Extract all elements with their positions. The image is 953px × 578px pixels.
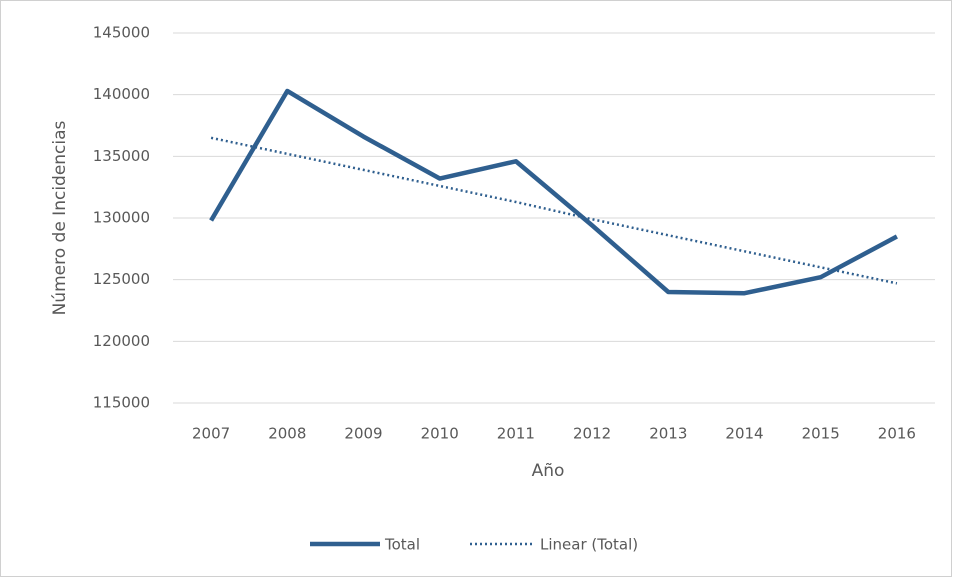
- x-tick-label: 2008: [268, 425, 306, 443]
- y-tick-label: 140000: [93, 85, 150, 103]
- x-tick-label: 2014: [725, 425, 763, 443]
- y-axis-label: Número de Incidencias: [50, 120, 70, 315]
- series-line: [209, 88, 898, 296]
- trend-line: [210, 136, 898, 285]
- x-tick-label: 2016: [878, 425, 916, 443]
- x-tick-label: 2007: [192, 425, 230, 443]
- x-tick-label: 2013: [649, 425, 687, 443]
- y-tick-label: 115000: [93, 394, 150, 412]
- legend-label: Total: [384, 536, 420, 554]
- y-tick-label: 120000: [93, 332, 150, 350]
- x-tick-label: 2012: [573, 425, 611, 443]
- x-tick-label: 2015: [802, 425, 840, 443]
- x-tick-label: 2009: [344, 425, 382, 443]
- x-axis-label: Año: [532, 461, 565, 481]
- legend-label: Linear (Total): [540, 536, 638, 554]
- y-tick-label: 135000: [93, 147, 150, 165]
- x-tick-label: 2011: [497, 425, 535, 443]
- y-tick-label: 130000: [93, 209, 150, 227]
- x-tick-label: 2010: [421, 425, 459, 443]
- y-tick-label: 145000: [93, 24, 150, 42]
- y-tick-label: 125000: [93, 270, 150, 288]
